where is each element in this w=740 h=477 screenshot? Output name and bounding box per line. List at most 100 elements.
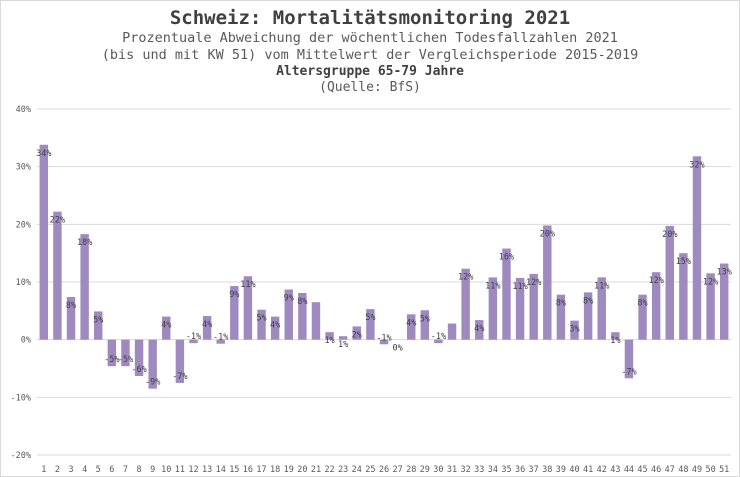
data-label: 20% [662,230,677,240]
data-label: 32% [689,160,704,170]
bar [257,309,266,340]
bar [692,156,702,340]
data-label: 4% [270,321,280,331]
chart-age-group: Altersgruppe 65-79 Jahre [276,64,464,79]
data-label: 20% [540,229,555,239]
data-label: 16% [499,253,514,263]
bar [420,310,430,340]
data-label: 8% [297,297,307,307]
data-label: 18% [77,238,92,248]
data-label: 5% [93,315,103,325]
bar [461,268,470,340]
data-label: 12% [458,273,473,283]
data-label: -1% [376,333,391,343]
bar [529,273,538,340]
x-tick-label: 5 [96,465,101,475]
bar [216,339,225,344]
x-tick-label: 37 [529,465,539,475]
x-tick-label: 20 [297,465,307,475]
data-label: 13% [717,268,732,278]
bar [325,332,334,340]
y-tick-label: 30% [16,163,31,173]
chart-title: Schweiz: Mortalitätsmonitoring 2021 [169,7,571,29]
bar [406,314,416,340]
bar [665,226,674,340]
bar [202,316,212,340]
data-label: 5% [256,314,266,324]
bar [311,302,321,340]
data-label: 5% [365,313,375,323]
x-tick-label: 42 [597,465,607,475]
x-tick-label: 43 [610,465,620,475]
x-tick-label: 32 [461,465,471,475]
bar [270,316,280,340]
bar [80,234,89,340]
data-label: 8% [556,299,566,309]
x-tick-label: 39 [556,465,566,475]
x-tick-label: 36 [515,465,525,475]
x-tick-label: 11 [175,465,185,475]
data-label: 1% [338,340,348,350]
bar [53,211,62,340]
bar [543,225,552,340]
data-label: -5% [118,355,133,365]
x-tick-label: 24 [352,465,362,475]
bar [488,277,498,340]
x-tick-label: 33 [474,465,484,475]
bar [298,292,307,340]
x-tick-label: 27 [392,465,402,475]
data-label: 4% [202,320,212,330]
y-tick-label: 40% [16,105,31,115]
x-tick-label: 46 [651,465,661,475]
data-label: -1% [213,333,228,343]
data-label: 8% [583,296,593,306]
data-label: 4% [161,321,171,331]
x-tick-label: 35 [501,465,511,475]
x-tick-label: 44 [624,465,634,475]
data-label: 1% [324,336,334,346]
bar [107,339,117,367]
data-label: -5% [104,355,119,365]
x-tick-label: 19 [284,465,294,475]
x-tick-label: 30 [433,465,443,475]
data-label: 11% [485,281,500,291]
x-tick-label: 25 [365,465,375,475]
bar [556,294,566,340]
x-tick-label: 7 [123,465,128,475]
data-label: -1% [431,332,446,342]
bar [39,144,49,340]
data-label: 9% [229,290,239,300]
x-tick-label: 15 [229,465,239,475]
x-tick-label: 17 [256,465,266,475]
bar [570,320,579,340]
x-tick-label: 6 [109,465,114,475]
data-label: 12% [648,276,663,286]
bar [583,292,593,340]
bar [148,339,157,389]
bar [230,286,239,340]
data-label: -9% [145,378,160,388]
x-tick-label: 3 [68,465,73,475]
x-tick-label: 8 [136,465,141,475]
x-tick-label: 21 [311,465,321,475]
x-tick-label: 12 [188,465,198,475]
x-tick-label: 10 [161,465,171,475]
data-label: -7% [172,372,187,382]
data-label: 12% [526,278,541,288]
x-tick-label: 26 [379,465,389,475]
data-label: 4% [474,324,484,334]
bar [651,272,661,340]
bar [475,320,484,340]
x-tick-label: 16 [243,465,253,475]
data-label: 2% [352,330,362,340]
data-label: 11% [240,280,255,290]
bar [121,339,130,367]
bar [447,323,457,340]
data-label: 8% [66,301,76,311]
y-tick-label: 20% [16,220,31,230]
x-tick-label: 50 [705,465,715,475]
x-tick-label: 14 [216,465,226,475]
x-tick-label: 29 [420,465,430,475]
bar [624,339,634,379]
